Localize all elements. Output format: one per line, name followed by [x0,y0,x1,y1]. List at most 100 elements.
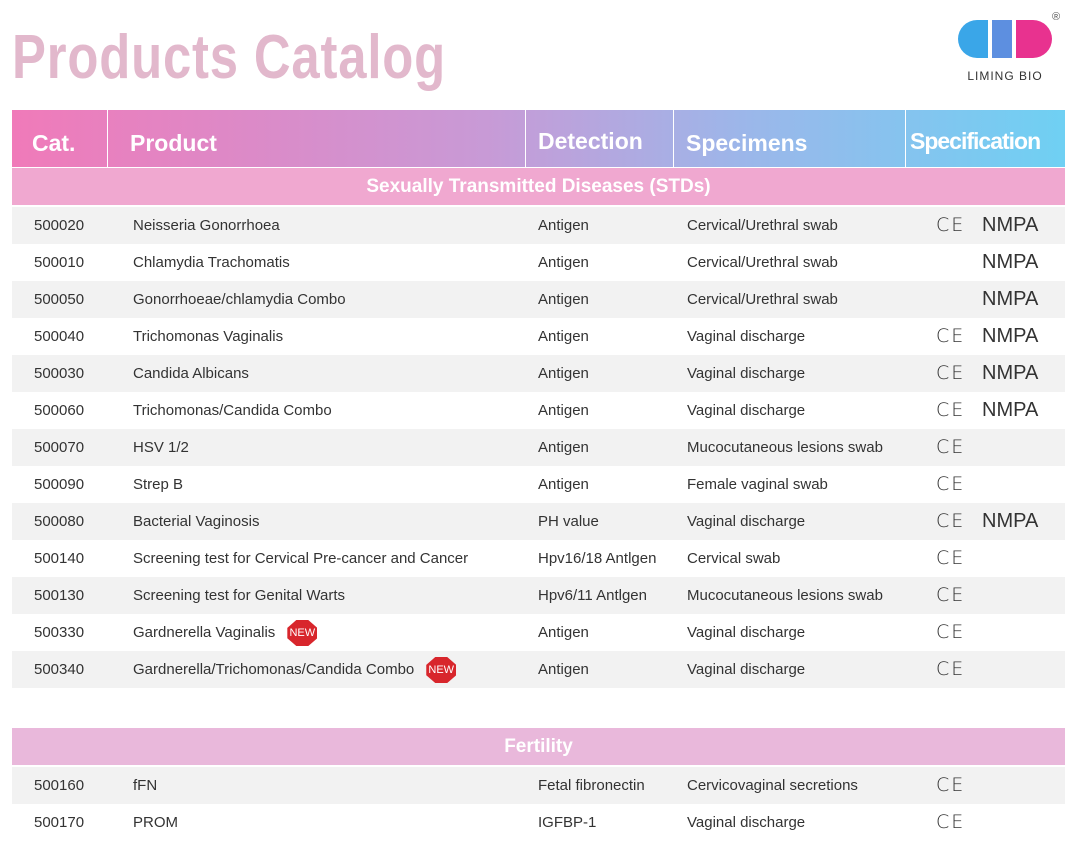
product-name: Trichomonas/Candida Combo [133,392,332,429]
page-title: Products Catalog [12,23,447,92]
product-text: Bacterial Vaginosis [133,513,260,530]
ce-mark: CE [936,621,966,643]
product-text: PROM [133,814,178,831]
product-name: Trichomonas Vaginalis [133,318,283,355]
detection: Antigen [538,476,589,493]
table-row: 500330 Gardnerella Vaginalis NEW Antigen Vag… [12,614,1065,651]
ce-mark: CE [936,214,966,236]
detection: Antigen [538,402,589,419]
detection: Antigen [538,365,589,382]
specimens: Vaginal discharge [687,814,806,831]
detection: IGFBP-1 [538,814,597,831]
table-row: 500340 Gardnerella/Trichomonas/Candida Co… [12,651,1065,688]
specimens: Cervical/Urethral swab [687,254,838,271]
logo-mark: ® [1052,11,1060,23]
product-text: Gardnerella/Trichomonas/Candida Combo [133,661,415,678]
table-row: 500070 HSV 1/2 Antigen Mucocutaneous lesion… [12,429,1065,466]
product-name: Gardnerella Vaginalis NEW [133,614,318,651]
product-text: Chlamydia Trachomatis [133,254,290,271]
section-header: Fertility [12,728,1065,765]
section-header: Sexually Transmitted Diseases (STDs) [12,168,1065,205]
new-badge: NEW [426,657,457,684]
table-row: 500010 Chlamydia Trachomatis Antigen Cervic… [12,244,1065,281]
product-name: Gardnerella/Trichomonas/Candida Combo NEW [133,651,457,688]
cat-number: 500090 [34,476,85,493]
product-name: HSV 1/2 [133,429,189,466]
product-text: Trichomonas Vaginalis [133,328,284,345]
ce-mark: CE [936,774,966,796]
logo: ® LIMING BIO [958,11,1060,83]
nmpa-mark: NMPA [982,288,1039,310]
nmpa-mark: NMPA [982,325,1039,347]
logo-name: LIMING BIO [967,69,1042,83]
specimens: Vaginal discharge [687,365,806,382]
ce-mark: CE [936,399,966,421]
cat-number: 500020 [34,217,85,234]
ce-mark: CE [936,510,966,532]
specimens: Vaginal discharge [687,328,806,345]
specimens: Mucocutaneous lesions swab [687,439,883,456]
detection: Antigen [538,439,589,456]
specimens: Vaginal discharge [687,402,806,419]
cat-number: 500050 [34,291,85,308]
cat-number: 500080 [34,513,85,530]
column-header: Specification [910,128,1041,154]
cat-number: 500340 [34,661,85,678]
product-text: Strep B [133,476,184,493]
table-row: 500140 Screening test for Cervical Pre-ca… [12,540,1065,577]
product-name: PROM [133,804,178,841]
table-row: 500090 Strep B Antigen Female vaginal swab C… [12,466,1065,503]
specimens: Vaginal discharge [687,661,806,678]
cat-number: 500330 [34,624,85,641]
product-text: Screening test for Cervical Pre-cancer a… [133,550,469,567]
nmpa-mark: NMPA [982,510,1039,532]
ce-mark: CE [936,473,966,495]
product-name: Bacterial Vaginosis [133,503,259,540]
detection: Antigen [538,254,589,271]
cat-number: 500130 [34,587,85,604]
table-row: 500170 PROM IGFBP-1 Vaginal discharge CE [12,804,1065,841]
table-row: 500060 Trichomonas/Candida Combo Antigen Va… [12,392,1065,429]
product-text: Candida Albicans [133,365,249,382]
detection: Antigen [538,624,589,641]
column-header: Product [108,110,526,167]
nmpa-mark: NMPA [982,399,1039,421]
nmpa-mark: NMPA [982,251,1039,273]
specimens: Mucocutaneous lesions swab [687,587,883,604]
column-header: Detection [526,110,674,167]
column-header: Cat. [12,110,108,167]
detection: Antigen [538,217,589,234]
product-text: Screening test for Genital Warts [133,587,346,604]
specimens: Cervicovaginal secretions [687,777,858,794]
ce-mark: CE [936,584,966,606]
ce-mark: CE [936,436,966,458]
table-row: 500040 Trichomonas Vaginalis Antigen Vagina… [12,318,1065,355]
ce-mark: CE [936,658,966,680]
cat-number: 500030 [34,365,85,382]
specimens: Vaginal discharge [687,513,806,530]
product-text: Gonorrhoeae/chlamydia Combo [133,291,346,308]
cat-number: 500140 [34,550,85,567]
product-name: Gonorrhoeae/chlamydia Combo [133,281,346,318]
product-name: Screening test for Cervical Pre-cancer a… [133,540,468,577]
nmpa-mark: NMPA [982,362,1039,384]
table-row: 500030 Candida Albicans Antigen Vaginal dis… [12,355,1065,392]
table-row: 500160 fFN Fetal fibronectin Cervicovaginal… [12,767,1065,804]
product-text: fFN [133,777,158,794]
product-name: Neisseria Gonorrhoea [133,207,280,244]
product-text: Gardnerella Vaginalis [133,624,276,641]
cat-number: 500060 [34,402,85,419]
detection: Antigen [538,661,589,678]
product-text: Neisseria Gonorrhoea [133,217,280,234]
product-name: Chlamydia Trachomatis [133,244,290,281]
specimens: Female vaginal swab [687,476,828,493]
table-row: 500080 Bacterial Vaginosis PH value Vaginal… [12,503,1065,540]
ce-mark: CE [936,362,966,384]
nmpa-mark: NMPA [982,214,1039,236]
product-name: Candida Albicans [133,355,249,392]
new-badge: NEW [287,620,318,647]
ce-mark: CE [936,811,966,833]
ce-mark: CE [936,325,966,347]
cat-number: 500160 [34,777,85,794]
